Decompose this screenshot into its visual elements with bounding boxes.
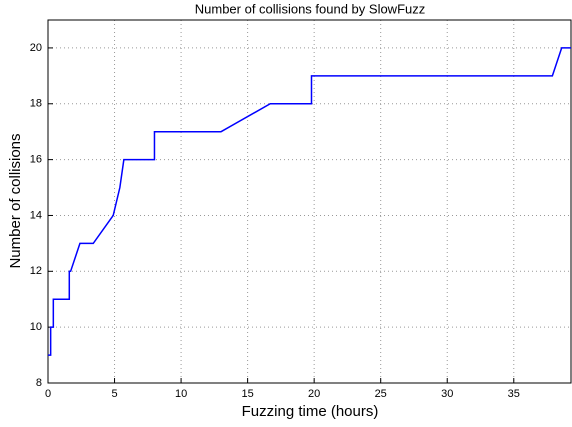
x-tick-label: 0 bbox=[45, 388, 51, 400]
y-tick-label: 16 bbox=[30, 154, 42, 166]
y-tick-label: 8 bbox=[36, 377, 42, 389]
x-tick-label: 5 bbox=[111, 388, 117, 400]
chart-title: Number of collisions found by SlowFuzz bbox=[195, 1, 426, 16]
x-tick-label: 35 bbox=[508, 388, 520, 400]
x-tick-label: 15 bbox=[241, 388, 253, 400]
y-tick-label: 10 bbox=[30, 321, 42, 333]
x-tick-label: 10 bbox=[175, 388, 187, 400]
plot-frame bbox=[47, 19, 572, 384]
plot-area bbox=[48, 20, 571, 383]
y-tick-label: 18 bbox=[30, 98, 42, 110]
y-tick-label: 12 bbox=[30, 265, 42, 277]
x-tick-label: 20 bbox=[308, 388, 320, 400]
y-tick-label: 14 bbox=[30, 209, 42, 221]
y-axis-label: Number of collisions bbox=[7, 133, 24, 268]
data-line bbox=[48, 47, 571, 356]
x-tick-label: 25 bbox=[375, 388, 387, 400]
x-tick-label: 30 bbox=[441, 388, 453, 400]
x-axis-label: Fuzzing time (hours) bbox=[242, 403, 379, 420]
y-tick-label: 20 bbox=[30, 42, 42, 54]
